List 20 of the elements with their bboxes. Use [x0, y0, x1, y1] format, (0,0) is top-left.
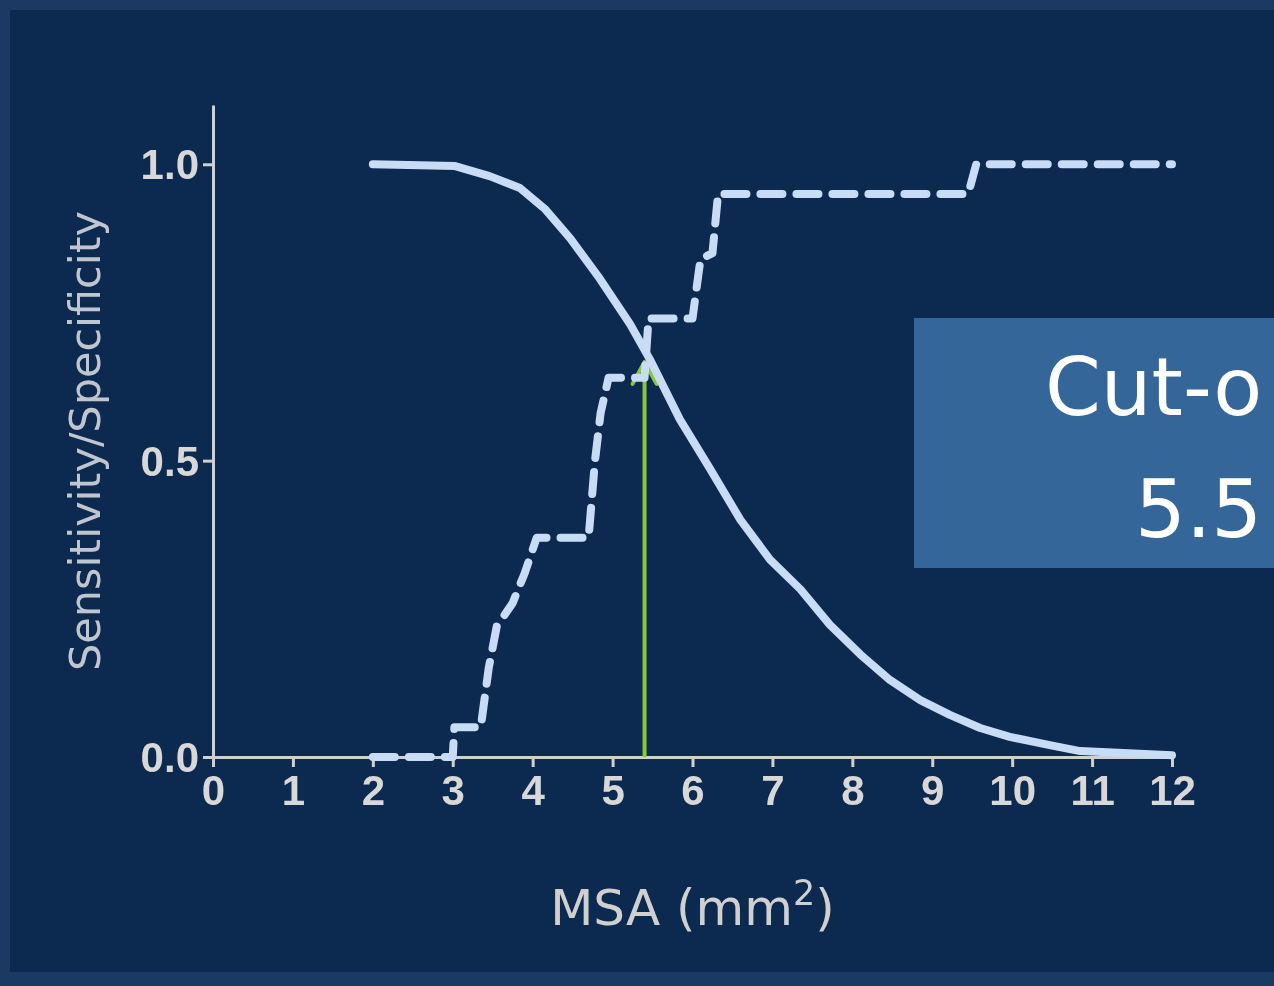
x-tick-label: 1 [281, 766, 306, 814]
annotation: Cut-o [1045, 341, 1263, 434]
annotation: 5.5 [1135, 463, 1263, 556]
x-tick-label: 8 [841, 766, 865, 814]
x-tick-label: 6 [681, 766, 705, 814]
x-tick-label: 4 [521, 766, 546, 814]
x-tick-label: 12 [1149, 766, 1196, 814]
x-tick-label: 5 [601, 766, 625, 814]
x-tick-label: 10 [989, 766, 1037, 814]
x-tick-label: 3 [441, 766, 465, 814]
x-axis-title: MSA (mm$^{2}$) [550, 873, 835, 937]
x-tick-label: 0 [201, 766, 226, 814]
x-tick-label: 7 [761, 766, 785, 814]
x-tick-label: 2 [361, 766, 386, 814]
y-tick-label: 1.0 [140, 141, 199, 189]
y-tick-label: 0.5 [140, 437, 199, 485]
y-axis-title: Sensitivity/Specificity [60, 211, 110, 671]
x-tick-label: 11 [1070, 766, 1115, 814]
x-tick-label: 9 [921, 766, 945, 814]
y-tick-label: 0.0 [140, 734, 199, 782]
